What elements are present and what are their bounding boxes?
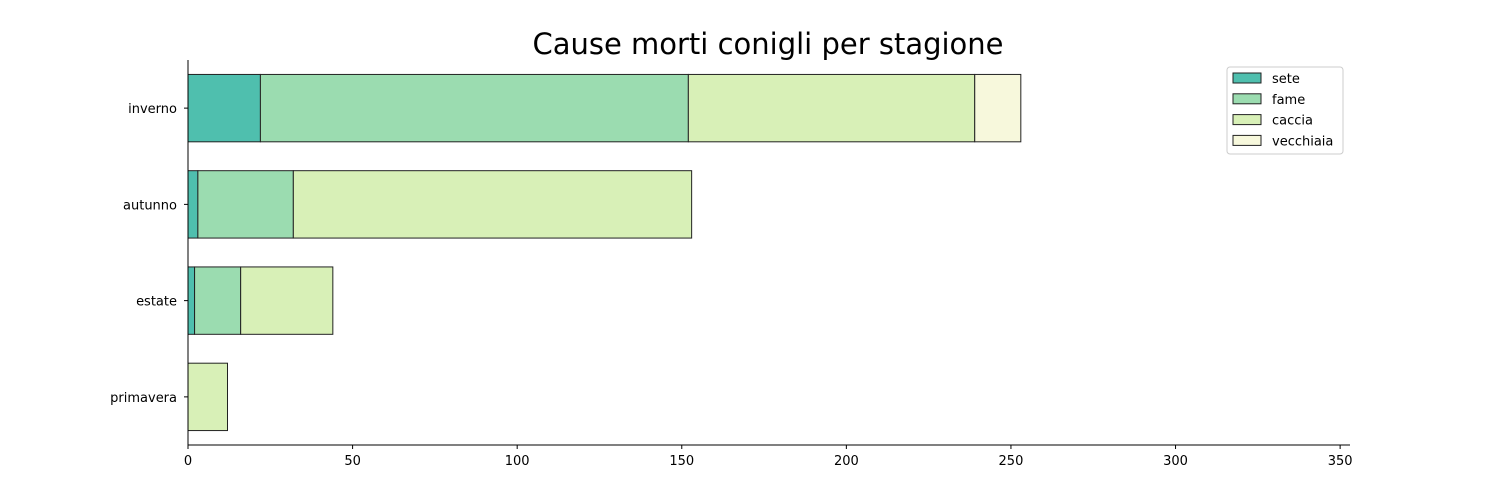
bar-inverno-sete [187, 73, 261, 143]
x-tick-label: 250 [999, 454, 1024, 469]
bar-autunno-caccia [292, 170, 693, 239]
bar-estate-sete [187, 266, 196, 335]
bar-primavera-caccia [187, 362, 229, 432]
y-tick-label-primavera: primavera [110, 391, 177, 406]
x-tick-label: 50 [344, 454, 361, 469]
bar-inverno-fame [259, 73, 689, 143]
bar-autunno-sete [187, 170, 199, 239]
axes-layer: 0 50 100 150 200 250 300 350 primavera estate autu… [110, 60, 1353, 469]
x-tick-label: 200 [834, 454, 859, 469]
bar-inverno-caccia [687, 73, 976, 143]
bar-estate-caccia [240, 266, 334, 335]
x-tick-label: 350 [1328, 454, 1353, 469]
bars-layer [187, 73, 1022, 432]
legend: sete fame caccia vecchiaia [1226, 66, 1344, 155]
legend-label-sete: sete [1272, 72, 1300, 87]
bar-estate-fame [194, 266, 242, 335]
bar-autunno-fame [197, 170, 294, 239]
legend-swatch-caccia [1232, 114, 1262, 126]
legend-frame [1226, 66, 1344, 155]
legend-swatch-sete [1232, 72, 1262, 84]
legend-swatch-vecchiaia [1232, 134, 1262, 146]
legend-swatch-fame [1232, 93, 1262, 105]
y-tick-label-autunno: autunno [123, 198, 177, 213]
x-tick-label: 150 [669, 454, 694, 469]
legend-label-caccia: caccia [1272, 114, 1313, 129]
bar-inverno-vecchiaia [974, 73, 1022, 143]
y-tick-label-estate: estate [136, 295, 177, 310]
x-tick-label: 100 [505, 454, 530, 469]
x-tick-label: 300 [1163, 454, 1188, 469]
legend-label-fame: fame [1272, 93, 1305, 108]
x-tick-label: 0 [184, 454, 192, 469]
legend-label-vecchiaia: vecchiaia [1272, 134, 1333, 149]
y-tick-label-inverno: inverno [128, 102, 177, 117]
chart-title: Cause morti conigli per stagione [532, 27, 1003, 61]
